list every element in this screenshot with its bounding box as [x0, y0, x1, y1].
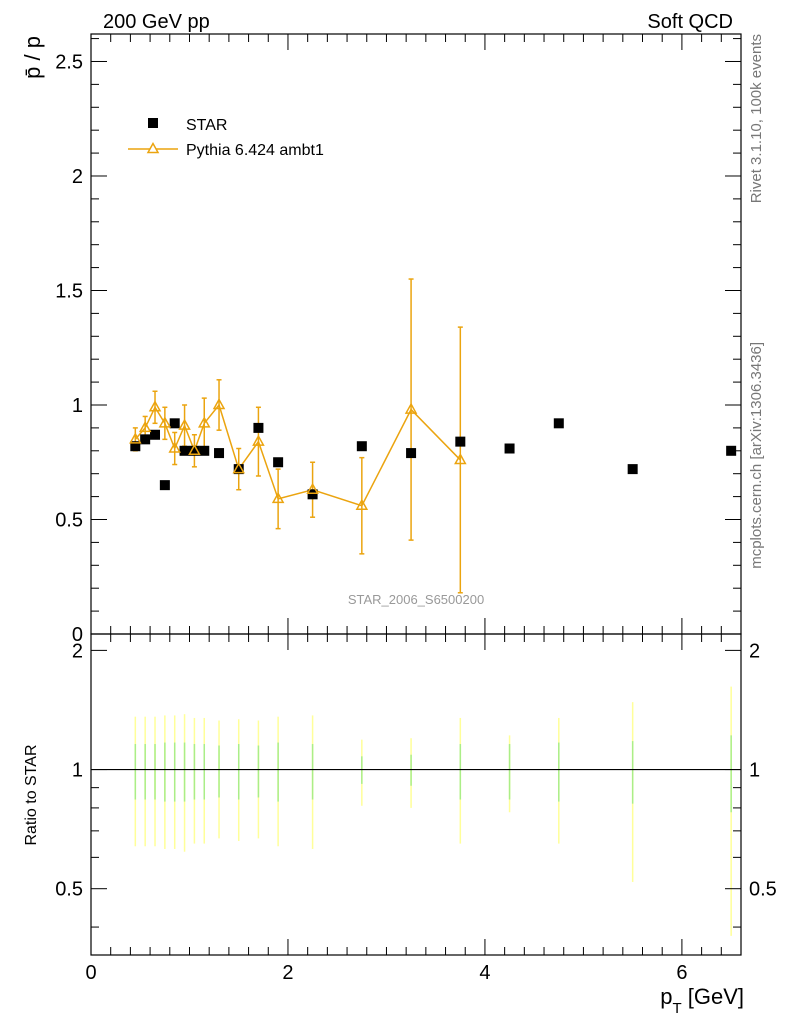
- pythia-point: [158, 416, 172, 428]
- star-point: [214, 448, 225, 459]
- ratio-y-tick-label-left: 1: [72, 760, 83, 782]
- main-y-ticks: 0 0.5 1 1.5 2 2.5: [55, 38, 741, 646]
- x-axis-label: pT [GeV]: [660, 984, 744, 1017]
- ratio-stat-band: [218, 745, 220, 798]
- ratio-stat-band: [410, 754, 412, 786]
- ratio-bands: [91, 686, 741, 936]
- legend-star-marker: [148, 118, 158, 128]
- ratio-stat-band: [257, 745, 260, 798]
- main-y-axis-label: p̄ / p: [20, 36, 45, 79]
- pythia-point: [138, 420, 152, 433]
- main-x-ticks: [90, 34, 742, 634]
- ratio-stat-band: [631, 741, 634, 804]
- ratio-stat-band: [508, 744, 511, 800]
- pythia-point: [271, 491, 285, 504]
- ratio-stat-band: [154, 744, 156, 800]
- ratio-y-ticks: 0.5 0.5 1 1 2 2: [55, 640, 777, 928]
- ratio-stat-band: [164, 742, 166, 802]
- pythia-point: [454, 452, 467, 465]
- pythia-point: [232, 462, 246, 474]
- main-y-tick-label: 1.5: [55, 280, 83, 302]
- star-point: [356, 441, 367, 452]
- pythia-point: [212, 397, 226, 410]
- star-point: [159, 480, 170, 491]
- ratio-stat-band: [193, 744, 196, 800]
- ratio-stat-band: [311, 744, 314, 800]
- star-point: [273, 457, 284, 468]
- ratio-y-tick-label-right: 1: [749, 760, 760, 782]
- star-point: [150, 429, 161, 440]
- ratio-x-ticks: 0 2 4 6: [85, 634, 742, 984]
- pythia-point: [129, 432, 142, 444]
- main-series: [129, 278, 737, 594]
- main-y-tick-label: 1: [72, 395, 83, 417]
- ratio-y-tick-label-right: 2: [749, 640, 760, 662]
- legend-pythia-marker: [146, 141, 160, 154]
- header-left: 200 GeV pp: [103, 11, 210, 33]
- analysis-label: STAR_2006_S6500200: [348, 592, 484, 607]
- pythia-point: [404, 402, 418, 414]
- ratio-y-axis-label: Ratio to STAR: [23, 744, 40, 845]
- x-tick-label: 2: [282, 962, 293, 984]
- star-point: [140, 434, 151, 445]
- pythia-point: [178, 418, 191, 430]
- pythia-point: [168, 441, 181, 453]
- header-right: Soft QCD: [647, 11, 733, 33]
- side-text-top: Rivet 3.1.10, 100k events: [748, 34, 765, 203]
- main-y-tick-label: 0: [72, 624, 83, 646]
- legend-star-label: STAR: [186, 117, 227, 134]
- pythia-line: [134, 403, 461, 507]
- main-panel: 0 0.5 1 1.5 2 2.5: [55, 33, 742, 646]
- star-point: [455, 436, 466, 447]
- ratio-plot-frame: [90, 633, 742, 956]
- x-tick-label: 0: [85, 962, 96, 984]
- star-point: [169, 418, 180, 429]
- ratio-stat-band: [730, 735, 732, 813]
- ratio-stat-band: [144, 744, 146, 800]
- ratio-panel: 0 2 4 6 0.5 0.5 1 1 2 2: [55, 633, 777, 984]
- side-text-bottom: mcplots.cern.ch [arXiv:1306.3436]: [748, 342, 765, 569]
- star-point: [179, 445, 190, 456]
- ratio-stat-band: [173, 742, 176, 802]
- ratio-stat-band: [183, 742, 186, 802]
- main-y-tick-label: 0.5: [55, 509, 83, 531]
- star-point: [233, 464, 244, 475]
- pythia-point: [188, 443, 201, 456]
- pythia-point: [252, 434, 265, 446]
- star-point: [726, 445, 737, 456]
- x-tick-label: 6: [676, 962, 687, 984]
- ratio-stat-band: [203, 744, 206, 800]
- ratio-stat-band: [237, 744, 240, 800]
- legend-pythia-label: Pythia 6.424 ambt1: [186, 142, 324, 159]
- star-point: [406, 448, 417, 459]
- main-y-tick-label: 2.5: [55, 51, 83, 73]
- x-tick-label: 4: [479, 962, 490, 984]
- pythia-point: [306, 482, 319, 494]
- star-point: [504, 443, 515, 454]
- ratio-stat-band: [558, 742, 560, 802]
- star-point: [199, 445, 210, 456]
- pythia-point: [148, 400, 162, 412]
- star-point: [627, 464, 638, 475]
- ratio-stat-band: [459, 744, 462, 800]
- main-y-tick-label: 2: [72, 166, 83, 188]
- star-point: [253, 422, 264, 433]
- star-point: [307, 489, 318, 500]
- pythia-point: [197, 416, 211, 428]
- star-point: [130, 441, 141, 452]
- ratio-stat-band: [134, 744, 137, 800]
- ratio-stat-band: [277, 742, 279, 802]
- star-point: [189, 445, 200, 456]
- star-point: [553, 418, 564, 429]
- ratio-y-tick-label-left: 2: [72, 640, 83, 662]
- ratio-y-tick-label-left: 0.5: [55, 879, 83, 901]
- ratio-y-tick-label-right: 0.5: [749, 879, 777, 901]
- legend: STAR Pythia 6.424 ambt1: [128, 117, 324, 159]
- pythia-point: [355, 498, 369, 511]
